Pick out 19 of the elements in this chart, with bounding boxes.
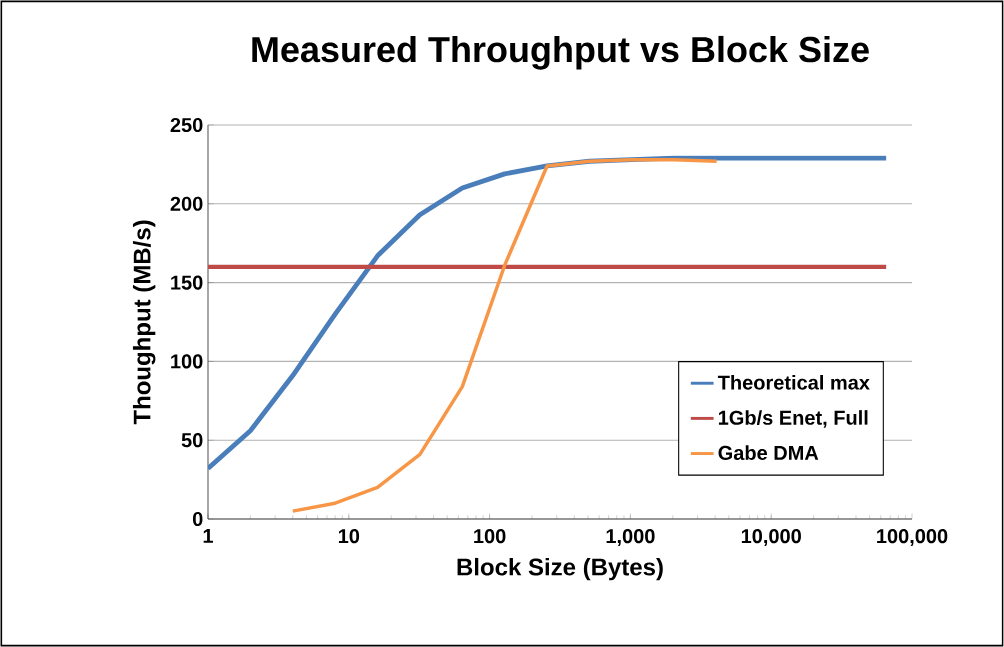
x-tick-label: 1,000 bbox=[606, 529, 655, 547]
y-tick-label: 200 bbox=[170, 196, 203, 211]
y-tick-label: 100 bbox=[171, 354, 203, 369]
legend-label: 1Gb/s Enet, Full bbox=[718, 410, 868, 428]
y-tick-label: 0 bbox=[192, 511, 203, 527]
y-axis-title: Thoughput (MB/s) bbox=[132, 220, 156, 425]
x-tick-label: 10,000 bbox=[741, 529, 801, 547]
x-tick-label: 1 bbox=[203, 529, 213, 543]
x-tick-label: 100 bbox=[474, 529, 506, 544]
y-tick-label: 50 bbox=[181, 433, 203, 448]
x-axis-title: Block Size (Bytes) bbox=[457, 557, 663, 581]
legend-label: Gabe DMA bbox=[718, 445, 819, 460]
line-series bbox=[291, 157, 719, 513]
x-tick-label: 10 bbox=[338, 529, 360, 544]
x-tick-label: 100,000 bbox=[877, 529, 948, 547]
y-tick-label: 250 bbox=[170, 117, 203, 133]
y-tick-label: 150 bbox=[171, 275, 203, 290]
chart-title: Measured Throughput vs Block Size bbox=[252, 35, 869, 70]
legend-label: Theoretical max bbox=[717, 374, 870, 390]
